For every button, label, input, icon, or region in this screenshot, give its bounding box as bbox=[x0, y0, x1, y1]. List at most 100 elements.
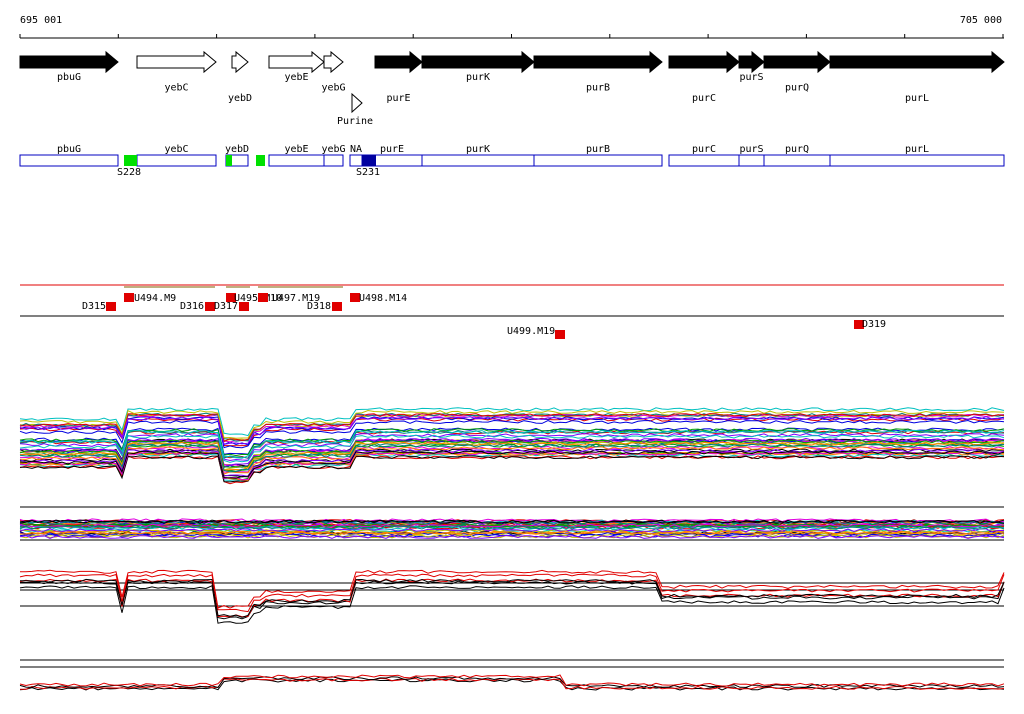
ruler-start: 695 001 bbox=[20, 15, 62, 26]
gene-label: purB bbox=[586, 83, 610, 94]
feature-label: U498.M14 bbox=[359, 293, 407, 304]
feature-marker bbox=[124, 293, 134, 302]
gene-arrow bbox=[421, 50, 535, 74]
region-label: purS bbox=[739, 144, 763, 155]
feature-marker bbox=[205, 302, 215, 311]
region-label: NA bbox=[350, 144, 362, 155]
region-label: pbuG bbox=[57, 144, 81, 155]
gene-arrow bbox=[136, 50, 217, 74]
trace bbox=[19, 409, 1005, 439]
gene-label: purL bbox=[905, 93, 929, 104]
region-box bbox=[421, 154, 535, 167]
region-box bbox=[349, 154, 363, 167]
region-box bbox=[19, 154, 119, 167]
feature-label: D317 bbox=[214, 301, 238, 312]
feature-label: U499.M19 bbox=[507, 326, 555, 337]
gene-arrow bbox=[323, 50, 344, 74]
region-box bbox=[829, 154, 1005, 167]
region-label: yebG bbox=[321, 144, 345, 155]
trace bbox=[19, 525, 1005, 530]
trace bbox=[19, 441, 1005, 471]
gene-arrow bbox=[668, 50, 740, 74]
ruler-end: 705 000 bbox=[960, 15, 1002, 26]
trace bbox=[19, 446, 1005, 475]
gene-arrow bbox=[268, 50, 325, 74]
segment-block bbox=[256, 155, 265, 166]
region-label: purC bbox=[692, 144, 716, 155]
region-label: purQ bbox=[785, 144, 809, 155]
trace bbox=[19, 443, 1005, 473]
feature-marker bbox=[350, 293, 360, 302]
promoter-arrow bbox=[351, 92, 363, 114]
region-label: yebD bbox=[225, 144, 249, 155]
segment-label: S228 bbox=[117, 167, 141, 178]
trace bbox=[19, 518, 1005, 523]
trace bbox=[19, 416, 1005, 445]
trace bbox=[19, 523, 1005, 528]
region-label: purL bbox=[905, 144, 929, 155]
gene-label: yebD bbox=[228, 93, 252, 104]
trace bbox=[19, 584, 1005, 624]
gene-label: yebG bbox=[321, 83, 345, 94]
trace bbox=[19, 674, 1005, 687]
trace bbox=[19, 448, 1005, 477]
trace bbox=[19, 520, 1005, 525]
region-box bbox=[738, 154, 765, 167]
gene-label: purS bbox=[739, 72, 763, 83]
gene-arrow bbox=[231, 50, 249, 74]
region-label: purB bbox=[586, 144, 610, 155]
region-label: yebE bbox=[284, 144, 308, 155]
trace bbox=[19, 455, 1005, 483]
feature-label: D318 bbox=[307, 301, 331, 312]
feature-label: U497.M19 bbox=[272, 293, 320, 304]
feature-marker bbox=[332, 302, 342, 311]
trace bbox=[19, 450, 1005, 479]
trace bbox=[20, 526, 1005, 531]
gene-label: yebC bbox=[164, 83, 188, 94]
region-label: purE bbox=[380, 144, 404, 155]
trace bbox=[19, 528, 1004, 533]
gene-arrow bbox=[374, 50, 423, 74]
gene-label: pbuG bbox=[57, 72, 81, 83]
feature-marker bbox=[555, 330, 565, 339]
feature-marker bbox=[258, 293, 268, 302]
region-box bbox=[668, 154, 740, 167]
gene-label: purC bbox=[692, 93, 716, 104]
region-label: purK bbox=[466, 144, 490, 155]
gene-arrow bbox=[19, 50, 119, 74]
region-box bbox=[323, 154, 344, 167]
feature-marker bbox=[854, 320, 864, 329]
feature-label: U494.M9 bbox=[134, 293, 176, 304]
trace bbox=[19, 522, 1005, 528]
trace bbox=[19, 530, 1005, 535]
feature-label: D315 bbox=[82, 301, 106, 312]
segment-block bbox=[362, 155, 376, 166]
trace bbox=[19, 676, 1005, 689]
trace bbox=[19, 429, 1005, 459]
region-box bbox=[763, 154, 831, 167]
trace bbox=[19, 413, 1005, 442]
trace bbox=[19, 578, 1005, 618]
promoter-label: Purine bbox=[337, 116, 373, 127]
region-label: yebC bbox=[164, 144, 188, 155]
feature-marker bbox=[239, 302, 249, 311]
feature-marker bbox=[226, 293, 236, 302]
gene-label: yebE bbox=[284, 72, 308, 83]
trace bbox=[19, 580, 1005, 620]
trace bbox=[19, 519, 1005, 524]
segment-label: S231 bbox=[356, 167, 380, 178]
region-box bbox=[268, 154, 325, 167]
region-box bbox=[533, 154, 663, 167]
gene-arrow bbox=[533, 50, 663, 74]
trace bbox=[20, 578, 1005, 618]
segment-block bbox=[226, 155, 232, 166]
gene-label: purK bbox=[466, 72, 490, 83]
segment-block bbox=[124, 155, 137, 166]
trace bbox=[19, 434, 1005, 463]
feature-label: D316 bbox=[180, 301, 204, 312]
trace bbox=[19, 573, 1005, 613]
gene-arrow bbox=[829, 50, 1005, 74]
gene-label: purE bbox=[386, 93, 410, 104]
trace bbox=[19, 429, 1005, 459]
trace bbox=[19, 534, 1005, 539]
